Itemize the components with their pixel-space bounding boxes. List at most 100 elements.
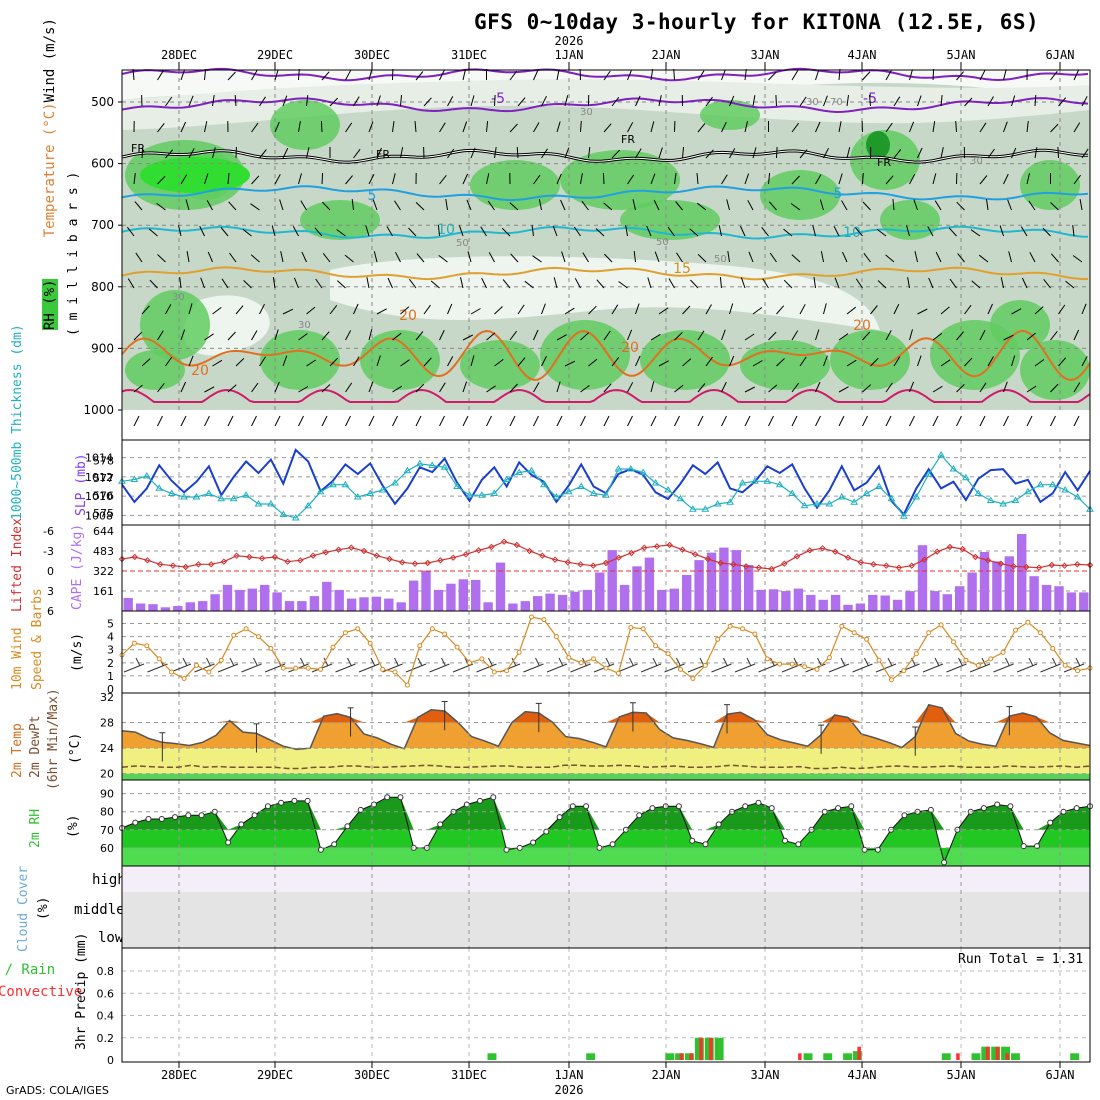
thickness-point [403,466,412,474]
rh-point [569,803,576,810]
wind-barb [689,228,699,237]
cape-bar [520,601,530,611]
moist-core [140,157,250,193]
cape-bar [309,596,320,611]
li-point [615,554,622,561]
wind-barb [862,201,871,211]
wind10-point [1050,645,1056,651]
wind-barb [650,333,661,341]
cloud-high-band [122,866,1090,892]
wind10-barb [1005,657,1010,667]
rh-point [145,816,152,822]
wind-barb [588,358,598,367]
thickness-point [316,487,325,495]
precip-conv-bar [699,1037,703,1061]
wind10-barb [394,657,399,667]
rh-point [225,839,232,846]
wind-barb [603,415,610,427]
cape-bar [384,598,394,611]
wind-barb [234,94,237,107]
precip-total-bar [823,1053,833,1060]
cape-tick-label: 322 [93,565,114,578]
wind-barb [761,226,769,237]
wind-barb [204,173,209,185]
rh-point [901,812,908,819]
cape-bar [1004,556,1014,611]
li-point [564,559,571,566]
thickness-point [552,493,561,500]
thickness-point [515,468,524,475]
thickness-tick-label: 576 [93,489,114,502]
wind-barb [885,254,895,263]
thickness-tick-label: 577 [93,472,114,485]
rh-point [158,816,165,822]
precip-total-bar [971,1053,981,1060]
wind-barb [1003,381,1008,393]
wind-barb [510,253,519,263]
bottom-date-label: 6JAN [1045,1068,1075,1082]
wind10-barb [535,657,540,667]
wind-barb [987,96,994,107]
top-date-label: 28DEC [160,48,198,62]
wind-barb [721,174,728,185]
li-point [1010,563,1017,570]
wind-barb [533,329,539,341]
wind-barb [141,146,144,159]
thickness-point [142,472,151,479]
wind-barb [627,382,634,393]
wind10-point [975,662,981,668]
wind10-barb [335,663,356,673]
wind10-barb [946,663,967,673]
wind-barb [846,359,857,367]
cape-bar [1017,534,1027,611]
rh-point [742,803,749,810]
wind10-point [429,626,435,632]
li-point [411,560,419,567]
cape-bar [123,598,133,611]
li-point [424,559,431,567]
li-point [1074,561,1081,568]
contour-label: 5 [834,186,843,202]
wind-barb [819,199,824,211]
wind-barb [365,225,370,237]
cape-bar [433,589,444,611]
wind-barb [932,332,943,341]
isotherm-5 [121,185,1089,202]
wind-barb [979,122,987,133]
wind-barb [721,415,727,427]
wind-barb [180,415,187,427]
thickness-point [999,500,1008,507]
wind-barb [344,254,354,263]
wind-barb [611,356,620,367]
wind-barb [791,415,798,427]
li-point [386,555,393,563]
cape-bar [806,594,816,611]
wind-barb [395,251,401,263]
li-point [641,544,648,551]
wind-barb [676,252,683,263]
rh-point [264,803,271,810]
wind-barb [964,97,973,107]
wind-barb [282,355,288,367]
wind10-barb [241,663,262,673]
wind10-point [603,665,609,671]
thickness-point [366,489,375,496]
wind-barb [133,331,143,341]
rh-point [437,821,444,828]
wind-barb [876,228,887,237]
wind-barb [909,69,913,81]
rh-tick-label: 80 [100,806,114,819]
li-point [577,561,584,568]
wind-barb [1003,121,1008,133]
rh-point [490,794,497,801]
precip-total-bar [803,1053,813,1060]
wind-barb [516,146,519,159]
wind-barb [165,149,174,159]
li-point [1048,561,1055,569]
wind-barb [188,303,193,315]
wind-barb [682,305,691,315]
cape-bar [533,596,543,611]
wind10-point [752,631,758,637]
wind-barb [674,384,684,393]
wind-barb [909,174,916,185]
